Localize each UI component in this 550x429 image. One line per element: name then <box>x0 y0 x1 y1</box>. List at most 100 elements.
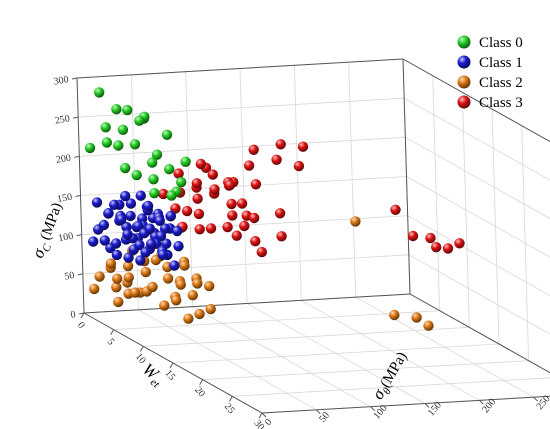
data-point-class-0 <box>134 115 145 126</box>
data-point-class-1 <box>116 214 127 225</box>
z-tick-mark <box>71 77 78 80</box>
data-point-class-3 <box>231 230 242 241</box>
data-point-class-3 <box>191 178 202 189</box>
data-point-class-2 <box>204 280 215 292</box>
data-point-class-2 <box>113 296 124 308</box>
data-point-class-3 <box>158 188 169 200</box>
grid-line <box>402 58 550 143</box>
data-point-class-3 <box>239 220 250 232</box>
data-point-class-3 <box>256 246 267 258</box>
data-point-class-3 <box>224 179 236 191</box>
data-point-class-3 <box>207 169 218 180</box>
data-point-class-3 <box>173 168 184 179</box>
data-point-class-3 <box>195 158 207 170</box>
legend-label-class-1: Class 1 <box>479 55 523 71</box>
data-point-class-1 <box>154 215 165 226</box>
data-point-class-3 <box>243 160 255 171</box>
data-point-class-3 <box>425 232 436 244</box>
data-point-class-0 <box>100 122 111 133</box>
data-point-class-1 <box>157 249 168 260</box>
z-tick-label: 50 <box>64 270 76 283</box>
data-point-class-2 <box>89 283 100 295</box>
data-point-class-2 <box>105 258 117 269</box>
x-tick-label: 30 <box>251 418 266 429</box>
y-tick-mark <box>261 412 267 418</box>
frame-edge <box>402 58 550 143</box>
data-point-class-3 <box>209 184 220 195</box>
data-point-class-2 <box>159 300 170 311</box>
y-tick-mark <box>478 399 484 405</box>
data-point-class-1 <box>140 247 151 258</box>
grid-line <box>403 97 550 181</box>
grid-line <box>301 299 480 401</box>
data-point-class-2 <box>350 216 361 227</box>
y-tick-label: 0 <box>263 417 275 428</box>
data-point-class-0 <box>101 137 113 148</box>
data-point-class-1 <box>172 225 183 237</box>
data-point-class-1 <box>142 200 154 212</box>
data-point-class-1 <box>120 190 131 202</box>
data-point-class-0 <box>94 87 105 98</box>
x-tick-mark <box>228 396 233 402</box>
data-point-class-2 <box>111 282 122 293</box>
data-point-class-3 <box>249 212 260 224</box>
data-point-class-3 <box>250 179 262 190</box>
z-tick-label: 300 <box>53 74 70 87</box>
data-point-class-0 <box>129 139 141 150</box>
grid-line <box>405 136 550 220</box>
z-tick-label: 200 <box>55 152 72 165</box>
data-point-class-3 <box>193 208 205 220</box>
x-tick-mark <box>169 362 174 369</box>
data-point-class-1 <box>99 235 111 246</box>
data-point-class-1 <box>123 252 134 263</box>
data-point-class-3 <box>274 208 286 219</box>
data-point-class-3 <box>293 160 305 172</box>
data-point-class-3 <box>276 231 287 242</box>
legend-marker-class-2 <box>457 75 471 89</box>
data-point-class-0 <box>122 104 133 116</box>
data-point-class-1 <box>110 238 122 249</box>
floor-pane <box>84 294 550 413</box>
data-point-class-2 <box>205 303 216 315</box>
z-tick-mark <box>76 234 82 237</box>
grid-line <box>80 176 407 196</box>
chart-panes <box>84 294 550 413</box>
y-tick-mark <box>533 396 539 402</box>
data-point-class-0 <box>161 129 173 140</box>
data-point-class-1 <box>169 260 180 271</box>
x-tick-label: 10 <box>133 351 148 366</box>
x-tick-label: 25 <box>222 401 237 416</box>
data-point-class-3 <box>390 204 401 215</box>
data-point-class-0 <box>147 157 158 168</box>
frame-edge <box>83 293 411 314</box>
frame-edge <box>402 58 411 295</box>
data-point-class-1 <box>122 229 133 240</box>
data-point-class-1 <box>155 230 167 242</box>
data-point-class-0 <box>111 104 122 115</box>
data-point-class-1 <box>98 219 110 231</box>
data-point-class-3 <box>407 230 419 242</box>
grid-line <box>138 309 317 411</box>
data-point-class-0 <box>166 190 177 201</box>
data-point-class-2 <box>411 312 422 323</box>
data-point-class-1 <box>91 197 103 208</box>
y-tick-mark <box>370 406 376 412</box>
legend-label-class-3: Class 3 <box>479 95 523 111</box>
data-point-class-1 <box>88 236 99 247</box>
data-point-class-2 <box>194 308 205 320</box>
data-point-class-2 <box>123 272 134 283</box>
z-tick-mark <box>73 116 79 119</box>
data-point-class-0 <box>180 156 191 167</box>
data-point-class-0 <box>149 188 160 199</box>
y-axis-title-sub: θ <box>381 386 394 397</box>
data-point-class-2 <box>175 279 186 290</box>
data-point-class-3 <box>226 198 237 210</box>
data-point-class-3 <box>454 238 465 249</box>
data-point-class-0 <box>176 177 187 188</box>
grid-line <box>406 176 550 258</box>
data-point-class-1 <box>111 249 123 261</box>
data-point-class-2 <box>129 287 141 298</box>
data-point-class-1 <box>165 210 177 222</box>
frame-edge <box>76 58 404 79</box>
